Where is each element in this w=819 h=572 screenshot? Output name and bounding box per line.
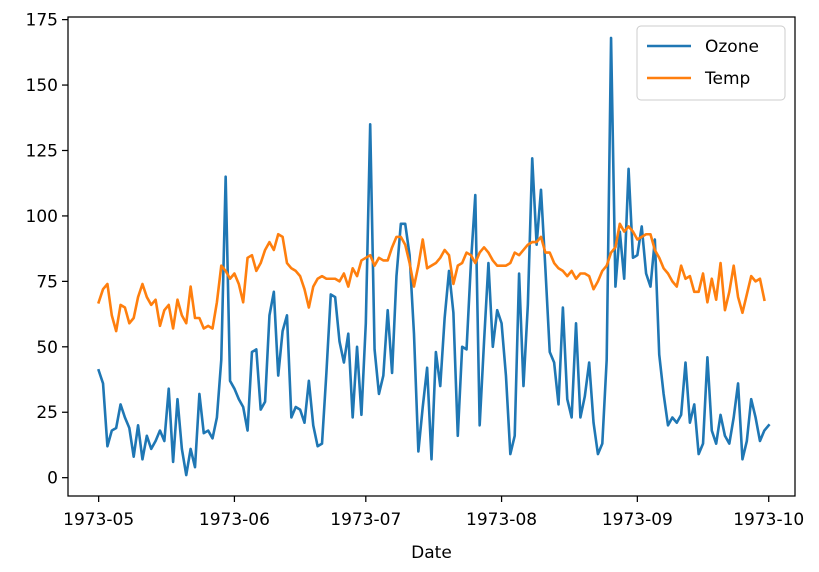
y-tick-label: 175 (26, 11, 58, 31)
y-tick-label: 100 (26, 207, 58, 227)
x-tick-label: 1973-08 (466, 510, 537, 530)
x-tick-label: 1973-06 (199, 510, 270, 530)
y-tick-label: 75 (36, 272, 58, 292)
x-axis-label: Date (411, 543, 452, 563)
legend-label-temp: Temp (704, 69, 750, 89)
legend: Ozone Temp (636, 25, 786, 101)
x-axis-ticks: 1973-05 1973-06 1973-07 1973-08 1973-09 1973-… (63, 496, 804, 530)
y-tick-label: 25 (36, 403, 58, 423)
series-line-temp (97, 222, 766, 333)
y-tick-label: 0 (47, 469, 58, 489)
legend-box (636, 25, 786, 101)
plot-lines (97, 36, 771, 477)
x-tick-label: 1973-10 (733, 510, 804, 530)
y-tick-label: 50 (36, 338, 58, 358)
series-line-ozone (97, 36, 771, 477)
x-tick-label: 1973-07 (330, 510, 401, 530)
plot-frame (67, 16, 796, 497)
x-tick-label: 1973-05 (63, 510, 134, 530)
y-axis-ticks: 0 25 50 75 100 125 150 175 (26, 11, 68, 489)
y-tick-label: 125 (26, 141, 58, 161)
y-tick-label: 150 (26, 76, 58, 96)
x-tick-label: 1973-09 (602, 510, 673, 530)
legend-label-ozone: Ozone (705, 37, 759, 57)
